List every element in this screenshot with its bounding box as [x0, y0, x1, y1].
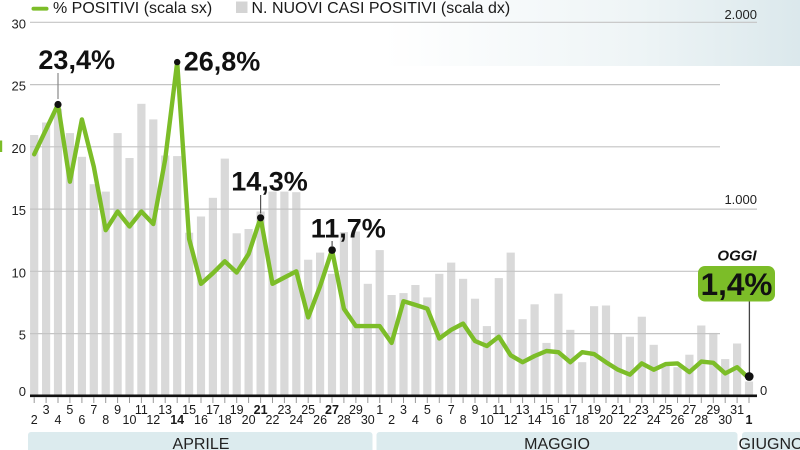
svg-text:0: 0: [760, 383, 767, 398]
svg-text:1: 1: [376, 403, 383, 417]
svg-text:10: 10: [12, 265, 26, 280]
svg-text:14: 14: [170, 413, 184, 427]
svg-text:10: 10: [123, 413, 137, 427]
svg-text:25: 25: [659, 403, 673, 417]
svg-text:12: 12: [504, 413, 518, 427]
svg-text:15: 15: [12, 203, 26, 218]
svg-text:19: 19: [587, 403, 601, 417]
svg-text:5: 5: [66, 403, 73, 417]
svg-text:6: 6: [78, 413, 85, 427]
svg-text:20: 20: [12, 141, 26, 156]
svg-text:9: 9: [472, 403, 479, 417]
svg-text:27: 27: [682, 403, 696, 417]
svg-text:6: 6: [436, 413, 443, 427]
svg-text:26: 26: [671, 413, 685, 427]
svg-text:10: 10: [480, 413, 494, 427]
svg-text:21: 21: [611, 403, 625, 417]
svg-text:1: 1: [746, 413, 753, 427]
svg-text:23: 23: [635, 403, 649, 417]
svg-text:22: 22: [623, 413, 637, 427]
svg-text:26,8%: 26,8%: [184, 47, 261, 77]
svg-text:16: 16: [551, 413, 565, 427]
svg-text:1,4%: 1,4%: [701, 266, 773, 302]
svg-text:2: 2: [388, 413, 395, 427]
svg-text:5: 5: [19, 328, 26, 343]
svg-text:31: 31: [730, 403, 744, 417]
svg-text:25: 25: [301, 403, 315, 417]
svg-text:12: 12: [146, 413, 160, 427]
svg-text:GIUGNO: GIUGNO: [739, 436, 800, 450]
svg-text:29: 29: [349, 403, 363, 417]
svg-text:28: 28: [337, 413, 351, 427]
svg-text:29: 29: [706, 403, 720, 417]
svg-text:24: 24: [289, 413, 303, 427]
svg-text:25: 25: [12, 79, 26, 94]
svg-text:17: 17: [563, 403, 577, 417]
svg-text:2: 2: [31, 413, 38, 427]
svg-text:28: 28: [694, 413, 708, 427]
svg-text:20: 20: [242, 413, 256, 427]
svg-text:% POSITIVI (scala sx): % POSITIVI (scala sx): [53, 0, 212, 17]
svg-text:30: 30: [718, 413, 732, 427]
svg-text:13: 13: [516, 403, 530, 417]
svg-text:18: 18: [218, 413, 232, 427]
svg-text:4: 4: [55, 413, 62, 427]
svg-text:14: 14: [528, 413, 542, 427]
svg-text:16: 16: [194, 413, 208, 427]
svg-text:11,7%: 11,7%: [311, 214, 386, 244]
svg-text:11: 11: [135, 403, 148, 417]
svg-text:22: 22: [266, 413, 280, 427]
svg-text:20: 20: [599, 413, 613, 427]
svg-text:17: 17: [206, 403, 220, 417]
svg-text:N. NUOVI CASI POSITIVI (scala: N. NUOVI CASI POSITIVI (scala dx): [252, 0, 511, 17]
svg-text:APRILE: APRILE: [173, 436, 230, 450]
svg-text:15: 15: [182, 403, 196, 417]
svg-text:23: 23: [277, 403, 291, 417]
svg-text:MAGGIO: MAGGIO: [524, 436, 590, 450]
svg-text:15: 15: [540, 403, 554, 417]
svg-text:23,4%: 23,4%: [38, 45, 115, 75]
svg-text:7: 7: [448, 403, 455, 417]
svg-text:27: 27: [325, 403, 339, 417]
svg-text:3: 3: [400, 403, 407, 417]
svg-text:1.000: 1.000: [724, 192, 757, 207]
svg-text:2.000: 2.000: [724, 7, 757, 22]
svg-text:19: 19: [230, 403, 244, 417]
svg-text:11: 11: [492, 403, 505, 417]
svg-text:OGGI: OGGI: [717, 248, 757, 265]
svg-text:8: 8: [460, 413, 467, 427]
svg-text:3: 3: [43, 403, 50, 417]
svg-text:30: 30: [361, 413, 375, 427]
svg-text:30: 30: [12, 16, 26, 31]
svg-text:24: 24: [647, 413, 661, 427]
svg-text:26: 26: [313, 413, 327, 427]
svg-text:13: 13: [158, 403, 172, 417]
svg-text:21: 21: [254, 403, 268, 417]
svg-text:4: 4: [412, 413, 419, 427]
svg-text:7: 7: [90, 403, 97, 417]
svg-text:8: 8: [102, 413, 109, 427]
svg-text:14,3%: 14,3%: [231, 167, 308, 197]
svg-text:18: 18: [575, 413, 589, 427]
svg-text:9: 9: [114, 403, 121, 417]
svg-text:0: 0: [19, 384, 26, 399]
svg-text:5: 5: [424, 403, 431, 417]
